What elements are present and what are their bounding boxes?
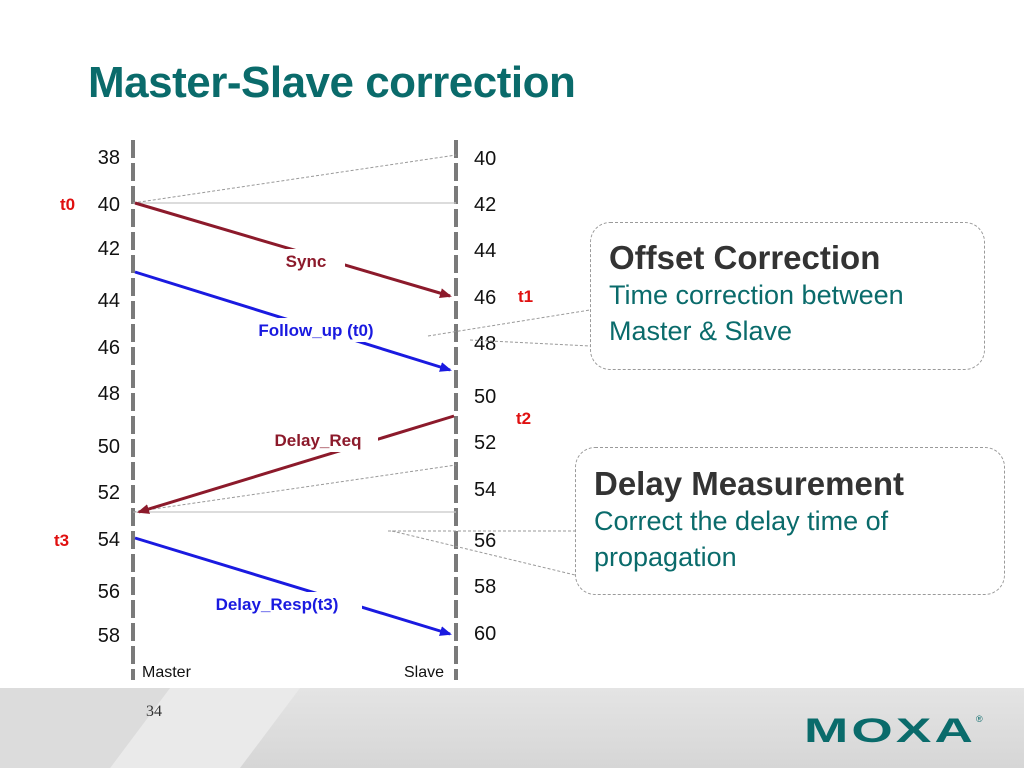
delay-req-arrow — [137, 414, 455, 514]
diagram-background — [133, 140, 456, 680]
master-tick-label: 40 — [98, 194, 120, 216]
slave-tick-label: 48 — [474, 333, 496, 355]
t0-marker: t0 — [60, 195, 75, 214]
delay-measurement-line: Correct the delay time of — [594, 506, 889, 536]
t1-marker: t1 — [518, 287, 533, 306]
offset-correction-line: Time correction between — [609, 280, 904, 310]
t2-marker: t2 — [516, 409, 531, 428]
master-tick-label: 42 — [98, 238, 120, 260]
sync-label-bg — [266, 249, 345, 273]
delay-resp-arrow — [134, 536, 452, 636]
slave-tick-label: 50 — [474, 386, 496, 408]
delay-req-label-bg — [258, 428, 378, 452]
master-tick-label: 52 — [98, 482, 120, 504]
master-tick-label: 44 — [98, 290, 120, 312]
master-tick-label: 38 — [98, 147, 120, 169]
delay-resp-label: Delay_Resp(t3) — [216, 595, 339, 614]
master-label: Master — [142, 664, 192, 681]
slave-tick-label: 54 — [474, 479, 496, 501]
page-title: Master-Slave correction — [88, 58, 576, 107]
footer-decoration — [0, 688, 300, 768]
delay-req-label: Delay_Req — [275, 431, 362, 450]
offset-correction-callout: Offset Correction Time correction betwee… — [590, 222, 985, 370]
slave-tick-label: 40 — [474, 148, 496, 170]
slave-tick-label: 58 — [474, 576, 496, 598]
sync-label: Sync — [286, 252, 327, 271]
master-tick-label: 54 — [98, 529, 120, 551]
master-tick-label: 48 — [98, 383, 120, 405]
slave-tick-label: 60 — [474, 623, 496, 645]
slave-tick-label: 42 — [474, 194, 496, 216]
moxa-logo: MOXA ® — [804, 712, 983, 746]
offset-connector-top — [427, 309, 591, 337]
offset-connector-bottom — [469, 339, 591, 347]
delay-measurement-callout: Delay Measurement Correct the delay time… — [575, 447, 1005, 595]
delay-measurement-line: propagation — [594, 542, 737, 572]
offset-correction-line: Master & Slave — [609, 316, 793, 346]
slave-tick-label: 46 — [474, 287, 496, 309]
delay-connector-bottom — [391, 530, 576, 576]
delay-measurement-body: Correct the delay time of propagation — [594, 503, 1004, 575]
dotted-line-delay — [132, 464, 457, 513]
master-tick-label: 46 — [98, 337, 120, 359]
slave-tick-label: 44 — [474, 240, 496, 262]
slave-tick-label: 56 — [474, 530, 496, 552]
slave-tick-label: 52 — [474, 432, 496, 454]
follow-up-label-bg — [242, 318, 392, 342]
follow-up-label: Follow_up (t0) — [258, 321, 373, 340]
offset-correction-heading: Offset Correction — [609, 239, 881, 276]
delay-measurement-heading: Delay Measurement — [594, 465, 904, 502]
delay-resp-label-bg — [196, 592, 362, 616]
offset-correction-body: Time correction between Master & Slave — [609, 277, 984, 349]
master-tick-label: 58 — [98, 625, 120, 647]
logo-text: MOXA — [804, 712, 976, 746]
master-tick-label: 50 — [98, 436, 120, 458]
master-tick-label: 56 — [98, 581, 120, 603]
page-number: 34 — [146, 703, 162, 720]
t3-marker: t3 — [54, 531, 69, 550]
dotted-line-offset — [132, 154, 457, 204]
slave-label: Slave — [404, 664, 444, 681]
logo-registered-mark: ® — [976, 714, 983, 724]
